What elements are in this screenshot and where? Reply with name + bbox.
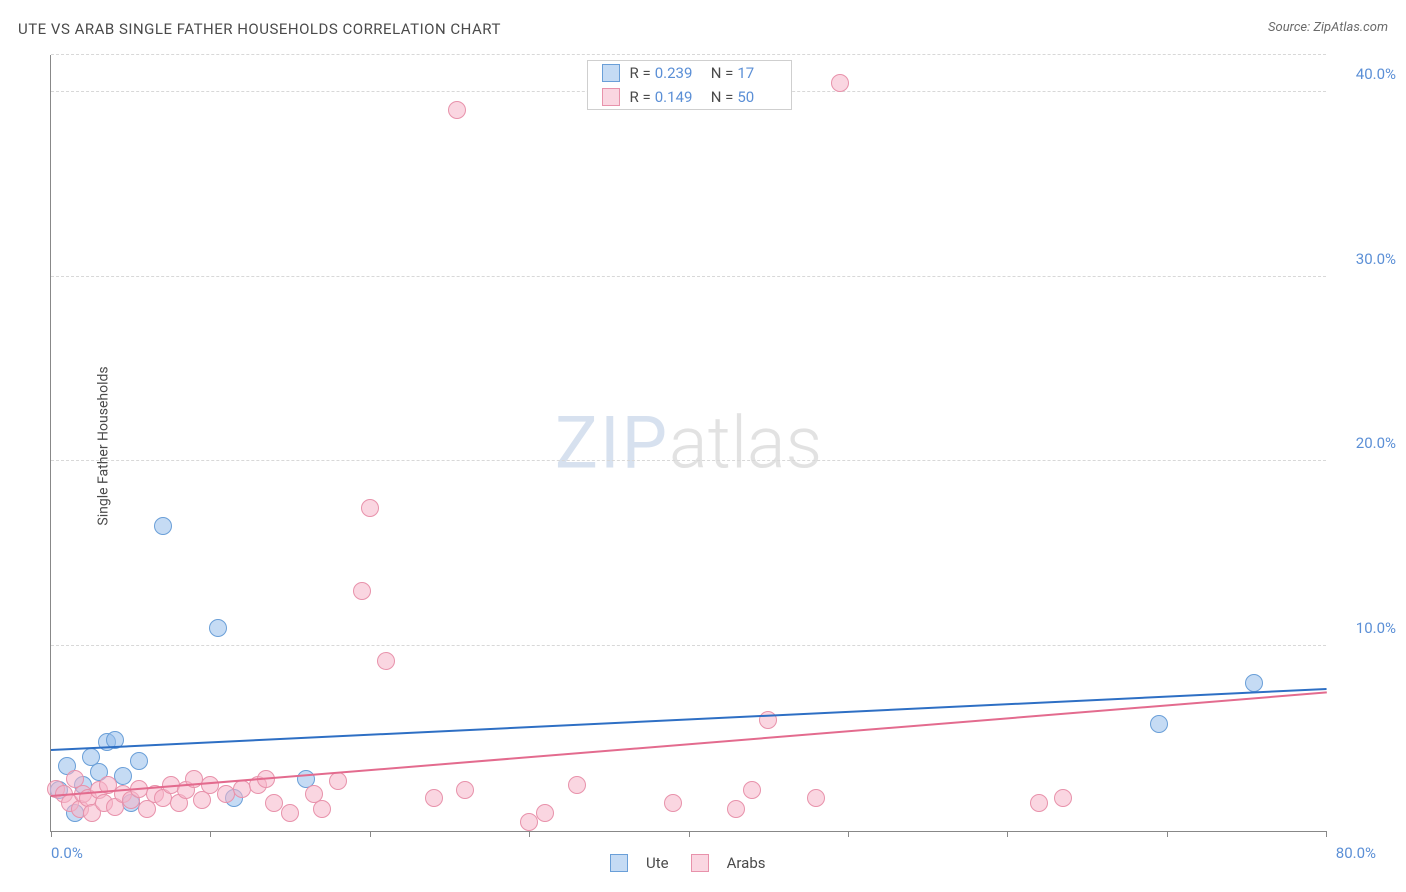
scatter-point <box>425 789 443 807</box>
legend-swatch <box>602 88 620 106</box>
watermark-atlas: atlas <box>669 401 822 486</box>
legend-swatch <box>691 854 709 872</box>
y-tick-label: 10.0% <box>1336 619 1396 637</box>
scatter-point <box>329 772 347 790</box>
source-attribution: Source: ZipAtlas.com <box>1268 20 1388 35</box>
x-tick <box>848 831 849 837</box>
scatter-point <box>209 619 227 637</box>
scatter-point <box>520 813 538 831</box>
regression-line <box>51 688 1327 751</box>
legend-swatch <box>602 64 620 82</box>
source-prefix: Source: <box>1268 20 1313 35</box>
scatter-point <box>664 794 682 812</box>
x-tick <box>51 831 52 837</box>
gridline <box>51 645 1326 646</box>
scatter-point <box>448 101 466 119</box>
scatter-point <box>281 804 299 822</box>
regression-line <box>51 691 1327 797</box>
bottom-legend: Ute Arabs <box>610 854 766 872</box>
stat-r-label: R = <box>630 88 651 106</box>
x-tick <box>529 831 530 837</box>
x-tick-label: 0.0% <box>51 844 83 862</box>
scatter-point <box>130 752 148 770</box>
scatter-point <box>313 800 331 818</box>
stats-row: R =0.149 N =50 <box>588 85 792 109</box>
y-tick-label: 30.0% <box>1336 250 1396 268</box>
legend-item: Arabs <box>691 854 766 872</box>
y-tick-label: 20.0% <box>1336 434 1396 452</box>
stat-n-label: N = <box>711 88 734 106</box>
x-tick <box>1167 831 1168 837</box>
stat-r-value: 0.239 <box>655 64 697 82</box>
scatter-point <box>743 781 761 799</box>
gridline <box>51 460 1326 461</box>
scatter-point <box>831 74 849 92</box>
scatter-point <box>568 776 586 794</box>
source-name: ZipAtlas.com <box>1313 20 1388 35</box>
scatter-point <box>727 800 745 818</box>
scatter-point <box>807 789 825 807</box>
x-tick <box>1326 831 1327 837</box>
scatter-point <box>1030 794 1048 812</box>
x-tick-label: 80.0% <box>1336 844 1376 862</box>
stat-n-value: 50 <box>737 88 763 106</box>
scatter-point <box>536 804 554 822</box>
stats-legend: R =0.239 N =17 R =0.149 N =50 <box>587 60 793 110</box>
legend-swatch <box>610 854 628 872</box>
scatter-point <box>377 652 395 670</box>
scatter-point <box>1054 789 1072 807</box>
x-tick <box>689 831 690 837</box>
legend-label: Ute <box>646 854 669 872</box>
scatter-point <box>1150 715 1168 733</box>
x-tick <box>1007 831 1008 837</box>
x-tick <box>370 831 371 837</box>
stats-row: R =0.239 N =17 <box>588 61 792 85</box>
scatter-point <box>353 582 371 600</box>
y-tick-label: 40.0% <box>1336 65 1396 83</box>
stat-r-value: 0.149 <box>655 88 697 106</box>
stat-n-value: 17 <box>737 64 763 82</box>
plot-area: ZIPatlas 10.0%20.0%30.0%40.0%R =0.239N =… <box>50 55 1326 832</box>
watermark-zip: ZIP <box>555 401 669 486</box>
x-tick <box>210 831 211 837</box>
scatter-point <box>1245 674 1263 692</box>
legend-item: Ute <box>610 854 669 872</box>
gridline <box>51 54 1326 55</box>
scatter-point <box>154 517 172 535</box>
scatter-point <box>361 499 379 517</box>
stat-n-label: N = <box>711 64 734 82</box>
watermark: ZIPatlas <box>555 401 822 486</box>
legend-label: Arabs <box>727 854 766 872</box>
gridline <box>51 276 1326 277</box>
scatter-point <box>193 791 211 809</box>
chart-title: UTE VS ARAB SINGLE FATHER HOUSEHOLDS COR… <box>18 20 501 38</box>
stat-r-label: R = <box>630 64 651 82</box>
scatter-point <box>456 781 474 799</box>
